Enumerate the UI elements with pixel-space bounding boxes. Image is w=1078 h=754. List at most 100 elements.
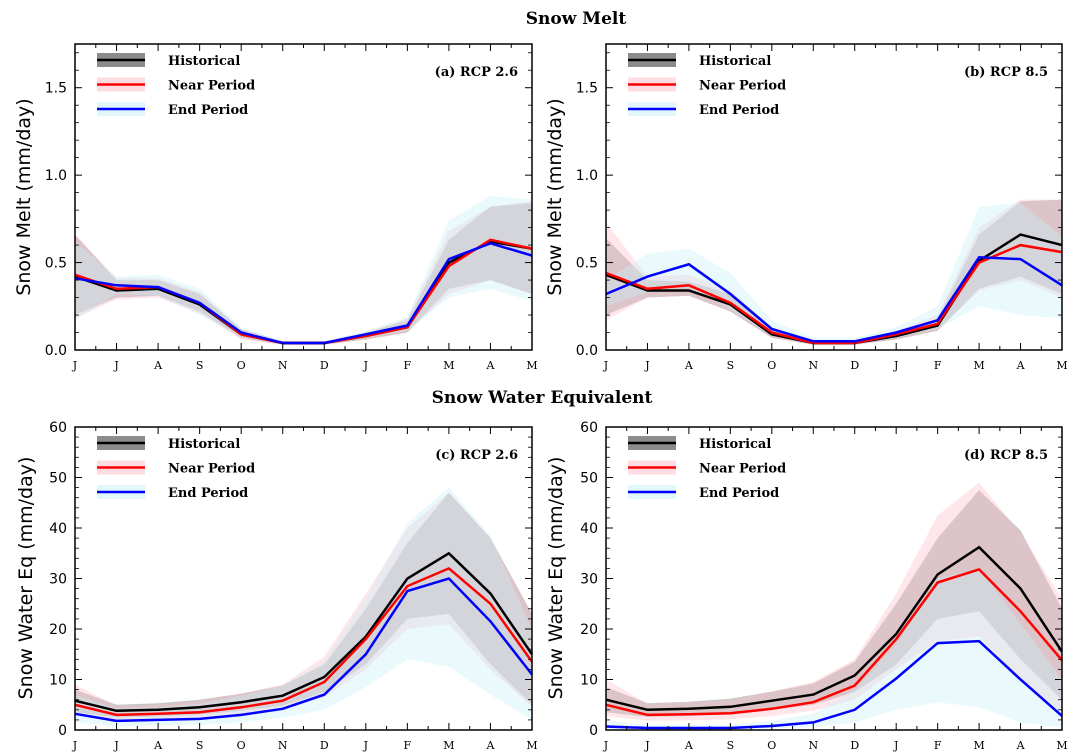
series-line-near-period — [605, 567, 1063, 717]
band-historical — [606, 490, 1062, 717]
band-end-period — [75, 196, 532, 345]
y-tick-label: 30 — [580, 572, 598, 588]
y-tick-label: 20 — [49, 622, 67, 638]
x-tick-label: J — [893, 739, 898, 752]
x-tick-label: J — [603, 739, 608, 752]
x-tick-label: A — [485, 359, 495, 372]
x-tick-label: N — [808, 739, 818, 752]
x-tick-label: J — [363, 359, 368, 372]
x-tick-label: A — [1016, 739, 1026, 752]
x-tick-label: J — [893, 359, 898, 372]
x-tick-label: D — [320, 359, 329, 372]
chart-panel-2: J J A S O N D J F M A M 0.0 0.5 1.0 1.5 (b) RCP 8.5 Histo… — [576, 43, 1068, 372]
y-tick-label: 10 — [580, 673, 598, 689]
x-tick-label: J — [72, 739, 77, 752]
chart-panel-4: J J A S O N D J F M A M 0 10 20 30 40 50 60 (d) RCP 8.5 Hist… — [580, 420, 1067, 752]
panel-label: (b) RCP 8.5 — [964, 65, 1048, 80]
legend-label: Historical — [699, 437, 771, 452]
y-tick-label: 0.0 — [45, 343, 67, 359]
panel-label: (a) RCP 2.6 — [435, 65, 518, 80]
x-tick-label: S — [727, 739, 735, 752]
legend: Historical Near Period End Period — [628, 53, 786, 118]
x-tick-label: J — [644, 739, 649, 752]
series-line-historical — [74, 551, 534, 713]
band-historical — [75, 492, 532, 718]
x-tick-label: D — [320, 739, 329, 752]
y-tick-label: 20 — [580, 622, 598, 638]
x-tick-label: S — [727, 359, 735, 372]
x-tick-label: M — [1056, 359, 1067, 372]
legend: Historical Near Period End Period — [97, 436, 255, 501]
y-axis-label-snow-melt: Snow Melt (mm/day) — [13, 98, 35, 295]
legend-label: End Period — [699, 486, 779, 501]
x-tick-label: A — [153, 739, 163, 752]
series-line-end-period — [74, 241, 533, 345]
y-tick-label: 0.0 — [576, 343, 598, 359]
y-tick-label: 0 — [589, 723, 598, 739]
x-tick-label: O — [767, 359, 776, 372]
y-tick-label: 1.0 — [45, 168, 67, 184]
x-tick-label: F — [934, 739, 942, 752]
y-tick-label: 50 — [580, 471, 598, 487]
chart-panel-3: J J A S O N D J F M A M 0 10 20 30 40 50 60 (c) RCP 2.6 Hist… — [49, 420, 537, 752]
x-tick-label: M — [443, 359, 454, 372]
y-tick-label: 0.5 — [45, 256, 67, 272]
x-tick-label: O — [767, 739, 776, 752]
y-tick-label: 0 — [58, 723, 67, 739]
series-line-end-period — [605, 256, 1063, 343]
y-axis-label-swe-right: Snow Water Eq (mm/day) — [545, 457, 567, 700]
x-tick-label: N — [278, 739, 288, 752]
x-tick-label: D — [850, 359, 859, 372]
y-tick-label: 40 — [580, 521, 598, 537]
legend-label: End Period — [699, 103, 779, 118]
x-tick-label: F — [404, 359, 412, 372]
band-near-period — [75, 492, 532, 720]
x-tick-label: J — [113, 359, 118, 372]
panel-label: (c) RCP 2.6 — [435, 448, 518, 463]
series-line-end-period — [74, 577, 533, 723]
band-end-period — [606, 203, 1062, 345]
series-line-near-period — [605, 243, 1063, 345]
x-tick-label: J — [603, 359, 608, 372]
x-tick-label: A — [684, 739, 694, 752]
legend: Historical Near Period End Period — [97, 53, 255, 118]
y-tick-label: 50 — [49, 471, 67, 487]
chart-panel-1: J J A S O N D J F M A M 0.0 0.5 1.0 1.5 (a) RCP 2.6 Histo… — [45, 43, 538, 372]
x-tick-label: S — [196, 359, 204, 372]
y-tick-label: 30 — [49, 572, 67, 588]
y-tick-label: 60 — [580, 420, 598, 436]
legend-label: Near Period — [168, 462, 255, 477]
x-tick-label: M — [526, 739, 537, 752]
legend: Historical Near Period End Period — [628, 436, 786, 501]
x-tick-label: J — [113, 739, 118, 752]
legend-label: Historical — [699, 54, 771, 69]
x-tick-label: N — [278, 359, 288, 372]
x-tick-label: M — [1056, 739, 1067, 752]
y-tick-label: 60 — [49, 420, 67, 436]
x-tick-label: A — [153, 359, 163, 372]
x-tick-label: O — [237, 739, 246, 752]
y-tick-label: 40 — [49, 521, 67, 537]
band-near-period — [606, 482, 1062, 721]
section-title-swe: Snow Water Equivalent — [432, 388, 653, 408]
x-tick-label: M — [973, 739, 984, 752]
x-tick-label: A — [485, 739, 495, 752]
legend-label: Near Period — [699, 462, 786, 477]
x-tick-label: A — [1016, 359, 1026, 372]
legend-label: End Period — [168, 103, 248, 118]
y-tick-label: 10 — [49, 673, 67, 689]
x-tick-label: M — [973, 359, 984, 372]
x-tick-label: M — [443, 739, 454, 752]
x-tick-label: J — [363, 739, 368, 752]
x-tick-label: M — [526, 359, 537, 372]
section-title-snow-melt: Snow Melt — [526, 9, 627, 29]
series-line-historical — [605, 545, 1064, 712]
band-end-period — [606, 568, 1062, 730]
y-axis-label-snow-melt-right: Snow Melt (mm/day) — [544, 98, 566, 295]
panel-label: (d) RCP 8.5 — [964, 448, 1048, 463]
x-tick-label: A — [684, 359, 694, 372]
x-tick-label: D — [850, 739, 859, 752]
x-tick-label: N — [808, 359, 818, 372]
x-tick-label: F — [404, 739, 412, 752]
x-tick-label: F — [934, 359, 942, 372]
